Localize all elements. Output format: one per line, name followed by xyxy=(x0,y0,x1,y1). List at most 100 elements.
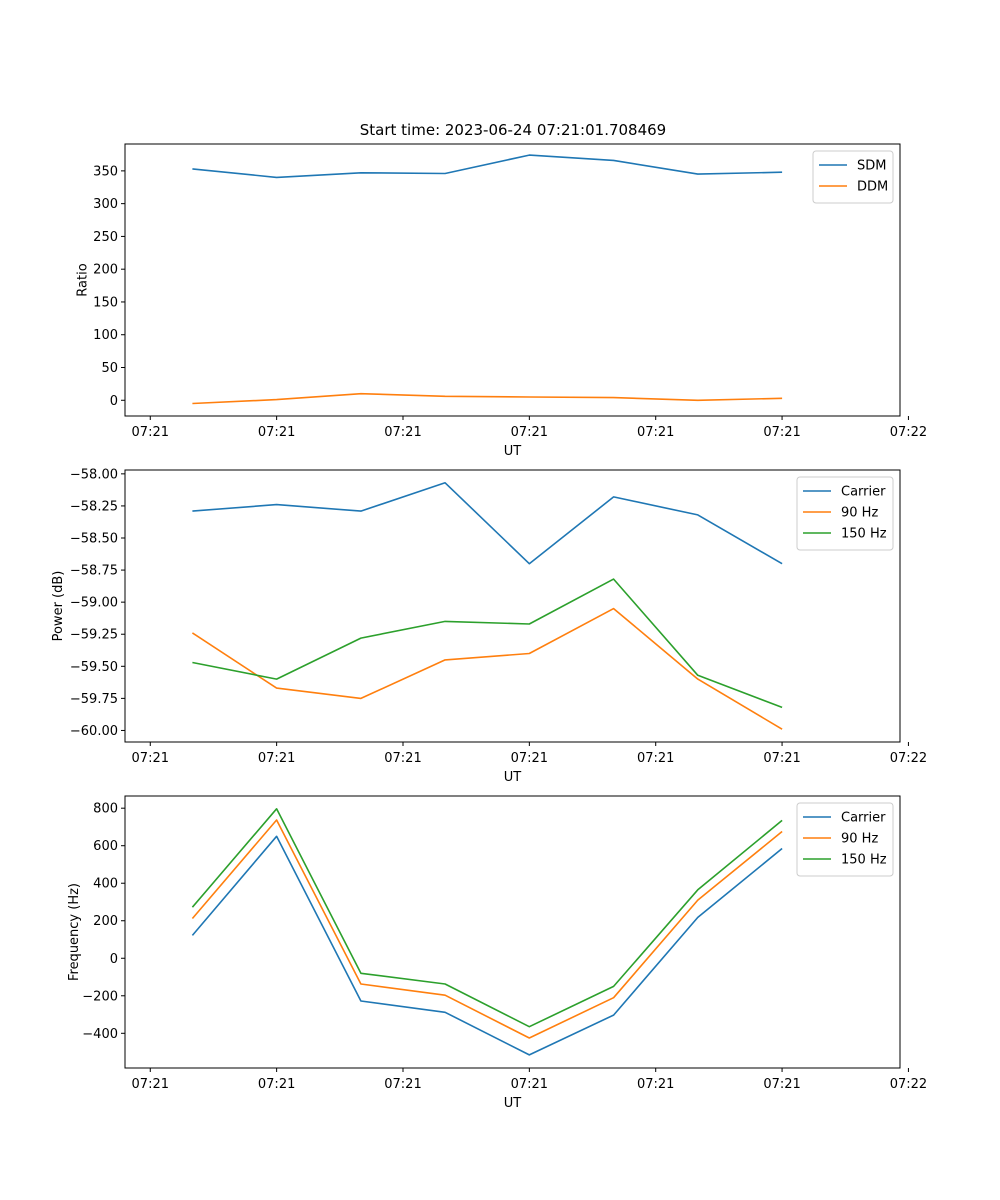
legend: Carrier 90 Hz 150 Hz xyxy=(796,476,894,551)
data-point xyxy=(781,171,783,173)
data-point xyxy=(613,608,615,610)
y-tick-label: −400 xyxy=(82,1027,118,1042)
legend: Carrier 90 Hz 150 Hz xyxy=(796,802,894,877)
x-tick-label: 07:21 xyxy=(763,425,800,440)
x-tick-label: 07:21 xyxy=(132,1077,169,1092)
figure-title: Start time: 2023-06-24 07:21:01.708469 xyxy=(360,121,666,139)
data-point xyxy=(276,819,278,821)
data-point xyxy=(360,510,362,512)
x-axis-label: UT xyxy=(504,770,522,785)
data-point xyxy=(781,563,783,565)
legend-label: Carrier xyxy=(841,485,886,500)
data-point xyxy=(697,899,699,901)
data-point xyxy=(613,1014,615,1016)
data-point xyxy=(697,173,699,175)
y-tick-label: 150 xyxy=(93,295,118,310)
legend-label: Carrier xyxy=(841,811,886,826)
data-point xyxy=(192,510,194,512)
data-point xyxy=(360,973,362,975)
series-line-carrier xyxy=(191,835,783,1056)
legend-box xyxy=(812,150,894,204)
data-point xyxy=(276,687,278,689)
y-axis-label: Frequency (Hz) xyxy=(67,883,82,981)
axes-frame xyxy=(124,143,901,417)
y-tick-label: −58.50 xyxy=(70,532,118,547)
data-point xyxy=(192,168,194,170)
x-tick-label: 07:22 xyxy=(890,425,927,440)
y-tick-label: −58.00 xyxy=(70,467,118,482)
y-tick-label: −59.00 xyxy=(70,596,118,611)
data-point xyxy=(192,935,194,937)
data-point xyxy=(360,393,362,395)
y-tick-label: −60.00 xyxy=(70,724,118,739)
y-tick-label: −58.75 xyxy=(70,564,118,579)
data-point xyxy=(781,820,783,822)
x-tick-label: 07:21 xyxy=(763,1077,800,1092)
data-point xyxy=(192,403,194,405)
x-tick-label: 07:21 xyxy=(132,751,169,766)
data-point xyxy=(360,637,362,639)
data-point xyxy=(529,1054,531,1056)
legend-label: 150 Hz xyxy=(841,527,887,542)
legend-box xyxy=(796,802,894,877)
data-point xyxy=(276,399,278,401)
data-point xyxy=(444,482,446,484)
data-point xyxy=(529,154,531,156)
x-tick-label: 07:21 xyxy=(637,751,674,766)
y-tick-label: 300 xyxy=(93,197,118,212)
x-tick-label: 07:21 xyxy=(384,751,421,766)
x-tick-label: 07:21 xyxy=(258,425,295,440)
y-tick-label: −59.50 xyxy=(70,660,118,675)
data-point xyxy=(781,707,783,709)
data-point xyxy=(697,400,699,402)
data-point xyxy=(276,177,278,179)
data-point xyxy=(697,917,699,919)
y-tick-label: 250 xyxy=(93,230,118,245)
x-tick-label: 07:22 xyxy=(890,1077,927,1092)
axes-frame xyxy=(124,469,901,743)
x-tick-label: 07:21 xyxy=(637,425,674,440)
x-tick-label: 07:21 xyxy=(132,425,169,440)
data-point xyxy=(529,623,531,625)
data-point xyxy=(697,889,699,891)
x-tick-label: 07:21 xyxy=(511,751,548,766)
data-point xyxy=(276,808,278,810)
data-point xyxy=(613,578,615,580)
y-tick-label: 200 xyxy=(93,914,118,929)
data-point xyxy=(360,172,362,174)
data-point xyxy=(529,563,531,565)
x-tick-label: 07:21 xyxy=(258,751,295,766)
data-point xyxy=(697,514,699,516)
series-line-ddm xyxy=(192,392,783,405)
data-point xyxy=(697,678,699,680)
data-point xyxy=(444,621,446,623)
data-point xyxy=(192,906,194,908)
x-tick-label: 07:21 xyxy=(511,425,548,440)
data-point xyxy=(444,659,446,661)
y-tick-label: 200 xyxy=(93,263,118,278)
data-point xyxy=(613,986,615,988)
legend-label: 90 Hz xyxy=(841,506,878,521)
data-point xyxy=(529,1037,531,1039)
y-tick-label: −200 xyxy=(82,989,118,1004)
plot-panel-1: 07:21 07:21 07:21 07:21 07:21 07:21 07:22 0 50 10… xyxy=(75,143,927,459)
data-point xyxy=(529,653,531,655)
data-point xyxy=(276,504,278,506)
series-line-90-hz xyxy=(191,819,783,1039)
data-point xyxy=(444,1012,446,1014)
y-tick-label: 50 xyxy=(101,361,118,376)
y-tick-label: 100 xyxy=(93,328,118,343)
data-point xyxy=(444,983,446,985)
legend: SDM DDM xyxy=(812,150,894,204)
x-tick-label: 07:21 xyxy=(511,1077,548,1092)
legend-box xyxy=(796,476,894,551)
legend-label: SDM xyxy=(857,159,886,174)
data-point xyxy=(444,173,446,175)
y-axis-label: Ratio xyxy=(75,263,90,296)
y-tick-label: −59.75 xyxy=(70,692,118,707)
data-point xyxy=(360,698,362,700)
data-point xyxy=(360,1000,362,1002)
plot-panel-3: 07:21 07:21 07:21 07:21 07:21 07:21 07:22 −400 −… xyxy=(67,795,927,1111)
data-point xyxy=(360,983,362,985)
